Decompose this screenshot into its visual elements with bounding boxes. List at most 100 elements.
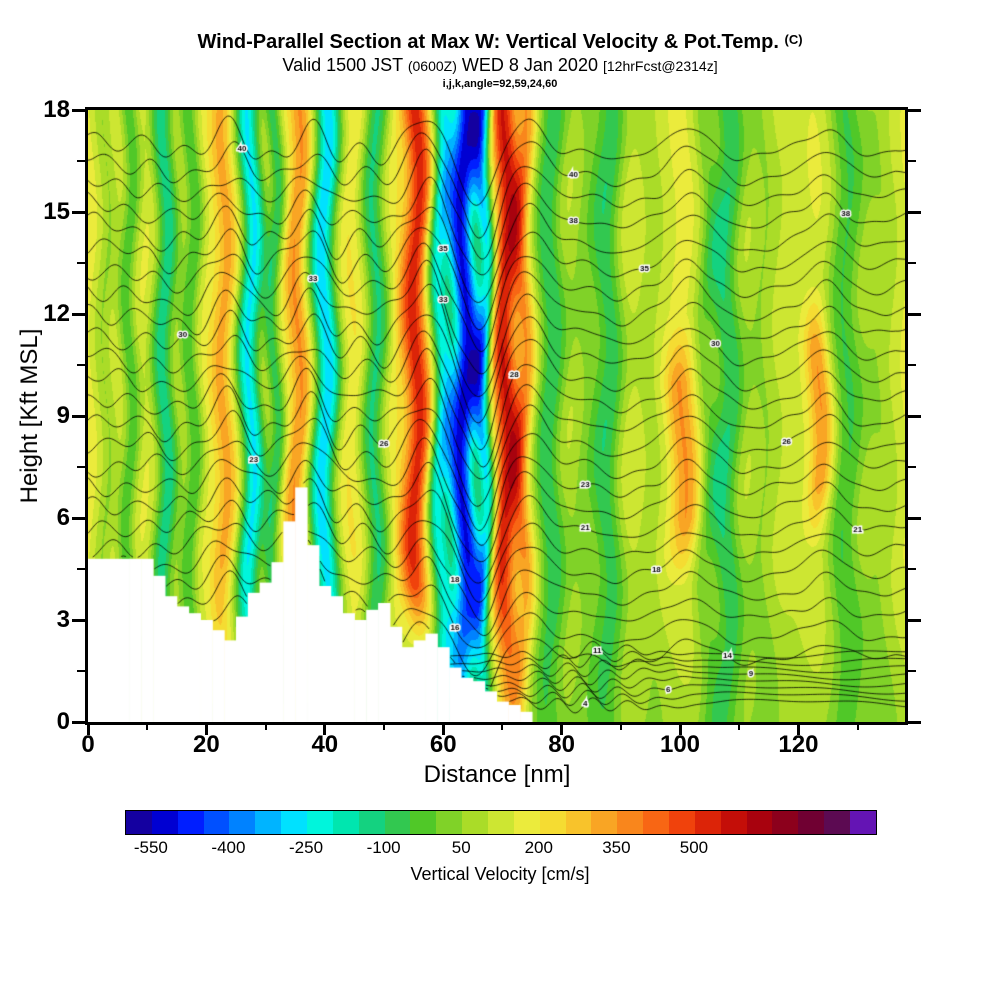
- y-major-tick-right: [908, 618, 921, 622]
- y-tick-label: 15: [43, 198, 70, 225]
- y-major-tick: [72, 720, 85, 724]
- valid-time-jst: Valid 1500 JST: [282, 55, 403, 75]
- y-major-tick-right: [908, 516, 921, 520]
- colorbar-tick-label: -550: [133, 838, 168, 857]
- x-minor-tick: [738, 722, 741, 730]
- x-tick-label: 120: [778, 731, 819, 758]
- colorbar-tick-label: -400: [211, 838, 246, 857]
- colorbar-segment-18: [591, 811, 618, 834]
- y-major-tick-right: [908, 414, 921, 418]
- colorbar-segment-10: [384, 811, 411, 834]
- colorbar-segment-7: [307, 811, 333, 834]
- colorbar-segment-8: [332, 811, 359, 834]
- x-tick-label: 100: [659, 731, 701, 758]
- y-tick-label: 6: [56, 504, 70, 531]
- valid-date: WED 8 Jan 2020: [461, 55, 598, 75]
- y-minor-tick: [77, 466, 85, 468]
- colorbar-segment-28: [850, 811, 876, 834]
- forecast-tag: [12hrFcst@2314z]: [602, 58, 718, 74]
- y-major-tick: [72, 618, 85, 622]
- y-tick-label: 3: [56, 606, 70, 633]
- y-major-tick-right: [908, 312, 921, 316]
- colorbar-segment-3: [203, 811, 230, 834]
- chart-title-text: Wind-Parallel Section at Max W: Vertical…: [197, 31, 779, 53]
- colorbar-segment-11: [410, 811, 437, 834]
- colorbar-segment-14: [488, 811, 514, 834]
- colorbar-caption: Vertical Velocity [cm/s]: [410, 864, 590, 884]
- colorbar-segment-5: [255, 811, 282, 834]
- y-minor-tick-right: [908, 568, 916, 570]
- x-minor-tick: [856, 722, 859, 730]
- x-tick-label: 60: [429, 731, 457, 758]
- title-block: Wind-Parallel Section at Max W: Vertical…: [0, 28, 1000, 91]
- colorbar-tick-label: -100: [366, 838, 401, 857]
- cross-section-canvas: [88, 110, 905, 722]
- colorbar-segment-12: [436, 811, 463, 834]
- y-tick-label: 18: [43, 96, 70, 123]
- chart-subtitle: Valid 1500 JST (0600Z) WED 8 Jan 2020 [1…: [0, 54, 1000, 77]
- colorbar-segment-4: [229, 811, 256, 834]
- colorbar-segment-16: [539, 811, 566, 834]
- colorbar-segment-20: [643, 811, 670, 834]
- colorbar-segment-9: [358, 811, 385, 834]
- colorbar-segment-25: [772, 811, 799, 834]
- y-major-tick-right: [908, 720, 921, 724]
- y-major-tick: [72, 210, 85, 214]
- y-minor-tick-right: [908, 262, 916, 264]
- valid-time-utc: (0600Z): [407, 58, 457, 74]
- x-major-tick: [560, 722, 564, 735]
- x-major-tick: [323, 722, 327, 735]
- colorbar-segment-17: [565, 811, 592, 834]
- x-tick-label: 40: [311, 731, 339, 758]
- colorbar-segment-19: [617, 811, 644, 834]
- x-minor-tick: [146, 722, 149, 730]
- x-major-tick: [678, 722, 682, 735]
- x-major-tick: [441, 722, 445, 735]
- x-tick-label: 80: [548, 731, 575, 758]
- y-minor-tick-right: [908, 466, 916, 468]
- x-minor-tick: [619, 722, 622, 730]
- x-tick-label: 20: [193, 731, 220, 758]
- colorbar: [125, 810, 877, 835]
- x-minor-tick: [383, 722, 385, 730]
- y-minor-tick: [77, 160, 85, 162]
- x-major-tick: [86, 722, 90, 735]
- colorbar-segment-2: [177, 811, 204, 834]
- y-major-tick: [72, 414, 85, 418]
- colorbar-segment-6: [281, 811, 308, 834]
- chart-title-unit: (C): [784, 32, 803, 47]
- y-minor-tick: [77, 262, 85, 264]
- colorbar-segment-13: [462, 811, 489, 834]
- y-minor-tick: [77, 670, 85, 672]
- colorbar-segment-21: [669, 811, 695, 834]
- y-minor-tick: [77, 364, 85, 366]
- y-minor-tick-right: [908, 160, 916, 162]
- y-tick-label: 9: [56, 402, 70, 429]
- x-major-tick: [796, 722, 800, 735]
- colorbar-tick-label: 500: [679, 838, 709, 857]
- y-major-tick: [72, 312, 85, 316]
- y-major-tick-right: [908, 210, 921, 214]
- x-tick-label: 0: [81, 731, 95, 758]
- colorbar-segment-24: [746, 811, 773, 834]
- x-minor-tick: [264, 722, 267, 730]
- plot-frame: [85, 107, 908, 725]
- y-minor-tick-right: [908, 670, 916, 672]
- y-major-tick: [72, 108, 85, 112]
- colorbar-segment-27: [824, 811, 851, 834]
- colorbar-tick-label: 200: [524, 838, 553, 857]
- colorbar-segment-1: [151, 811, 178, 834]
- x-minor-tick: [501, 722, 504, 730]
- y-minor-tick-right: [908, 364, 916, 366]
- colorbar-segment-15: [513, 811, 540, 834]
- y-axis-title: Height [Kft MSL]: [16, 328, 43, 504]
- grid-info-line: i,j,k,angle=92,59,24,60: [442, 78, 558, 90]
- y-tick-label: 12: [43, 300, 70, 327]
- x-major-tick: [204, 722, 208, 735]
- y-tick-label: 0: [56, 708, 70, 735]
- colorbar-segment-23: [720, 811, 747, 834]
- colorbar-tick-label: 350: [602, 838, 631, 857]
- y-major-tick: [72, 516, 85, 520]
- colorbar-tick-label: 50: [451, 838, 471, 857]
- chart-title: Wind-Parallel Section at Max W: Vertical…: [0, 28, 1000, 54]
